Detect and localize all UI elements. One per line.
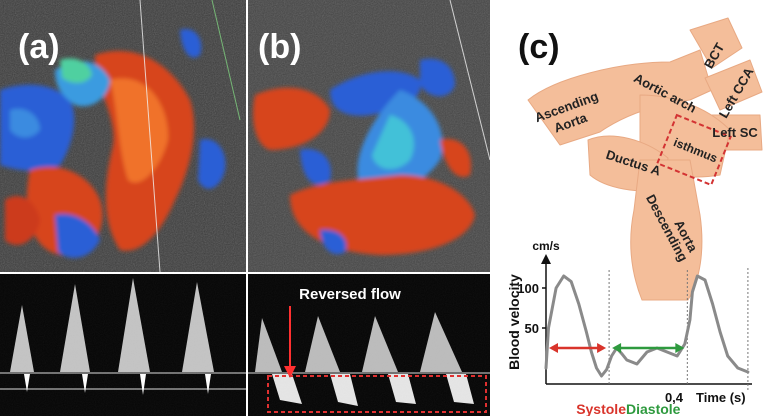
panel-a-doppler-image bbox=[0, 0, 246, 272]
systole-arrow-head-left bbox=[549, 343, 558, 353]
label-left-sc: Left SC bbox=[712, 125, 758, 140]
reversed-flow-box bbox=[267, 375, 487, 413]
panel-b-doppler-image bbox=[248, 0, 490, 272]
velocity-curve bbox=[544, 274, 750, 378]
panel-label-a: (a) bbox=[18, 28, 60, 66]
x-tick-label: 0,4 bbox=[665, 390, 684, 405]
panel-label-b: (b) bbox=[258, 28, 301, 66]
panel-label-c: (c) bbox=[518, 28, 560, 66]
x-axis-label: Time (s) bbox=[696, 390, 746, 405]
spectral-doppler-b: Reversed flow bbox=[248, 274, 490, 416]
y-tick-label-100: 100 bbox=[517, 281, 539, 296]
y-unit: cm/s bbox=[532, 239, 560, 253]
spectral-doppler-a bbox=[0, 274, 246, 416]
y-axis-arrowhead bbox=[541, 254, 551, 264]
isthmus-box bbox=[656, 113, 732, 187]
aorta-schematic: Ascending Aorta Aortic arch BCT Left CCA… bbox=[527, 17, 763, 301]
diastole-arrow-head-right bbox=[675, 343, 685, 353]
diastole-arrow-head-left bbox=[612, 343, 622, 353]
systole-arrow-head-right bbox=[597, 343, 607, 353]
velocity-chart: cm/s Blood velocity Time (s) 0,4 Systole… bbox=[506, 239, 752, 416]
reversed-flow-label: Reversed flow bbox=[299, 286, 401, 303]
y-tick-label-50: 50 bbox=[525, 321, 539, 336]
systole-label: Systole bbox=[576, 401, 626, 416]
reversed-flow-arrowhead bbox=[284, 366, 296, 378]
y-axis-label: Blood velocity bbox=[506, 274, 522, 370]
diastole-label: Diastole bbox=[626, 401, 681, 416]
